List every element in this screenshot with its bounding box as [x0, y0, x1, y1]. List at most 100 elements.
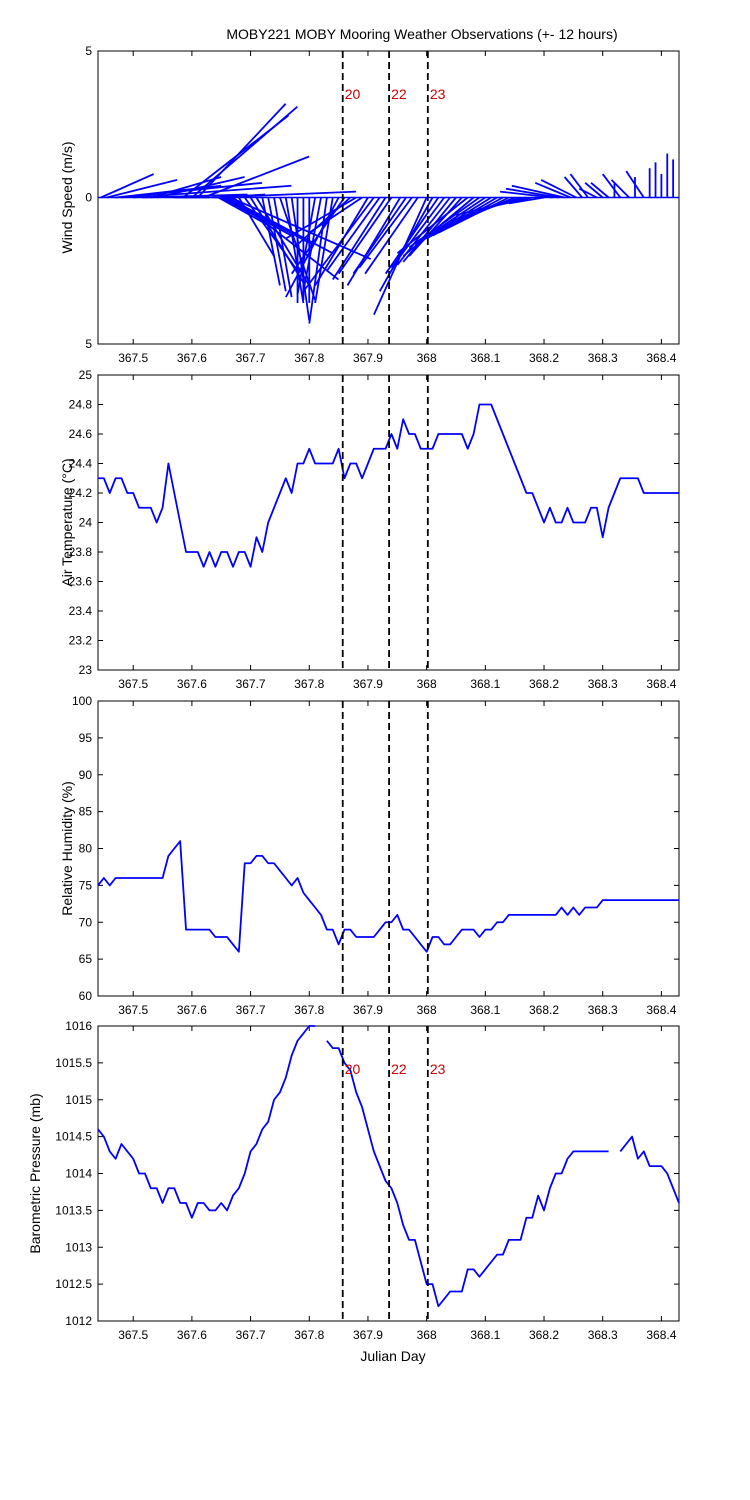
wind-stick — [215, 190, 357, 199]
x-axis-label: Julian Day — [360, 1348, 425, 1364]
y-tick-label: 1015 — [65, 1093, 92, 1107]
wind-stick — [150, 176, 222, 199]
x-axis: 367.5 367.6 367.7 367.8 367.9 368 368.1 368.2 36… — [118, 375, 677, 691]
y-tick-label: 0 — [85, 191, 92, 205]
wind-stick — [284, 197, 305, 304]
wind-stick — [444, 196, 516, 228]
wind-stick — [358, 196, 413, 269]
wind-stick — [238, 197, 275, 257]
wind-stick — [308, 196, 363, 234]
x-tick-label: 368 — [417, 1328, 437, 1342]
y-tick-label: 75 — [79, 878, 93, 892]
wind-stick — [302, 196, 375, 292]
y-axis-label: Wind Speed (m/s) — [59, 141, 75, 253]
y-tick-label: 1016 — [65, 1019, 92, 1033]
wind-stick — [290, 197, 311, 321]
wind-stick — [332, 197, 387, 281]
x-tick-label: 368.3 — [588, 677, 618, 691]
x-tick-label: 367.8 — [294, 1328, 324, 1342]
wind-stick — [540, 179, 577, 199]
y-axis: 60 65 70 75 80 85 90 95 100 — [72, 694, 679, 1003]
wind-stick — [326, 196, 381, 272]
x-tick-label: 367.7 — [236, 1003, 266, 1017]
x-tick-label: 368 — [417, 351, 437, 365]
y-tick-label: 1013.5 — [55, 1203, 92, 1217]
panel-air_temperature: 367.5 367.6 367.7 367.8 367.9 368 368.1 368.2 36… — [59, 368, 680, 691]
wind-stick — [100, 173, 155, 199]
x-tick-label: 367.7 — [236, 351, 266, 365]
y-tick-label: 85 — [79, 805, 93, 819]
y-tick-label: 25 — [79, 368, 93, 382]
y-tick-label: 5 — [85, 337, 92, 351]
panel-barometric_pressure: 367.5 367.6 367.7 367.8 367.9 368 368.1 368.2 36… — [27, 1019, 680, 1342]
wind-stick — [390, 196, 445, 269]
x-tick-label: 367.8 — [294, 1003, 324, 1017]
y-tick-label: 70 — [79, 915, 93, 929]
wind-stick — [584, 182, 604, 199]
x-tick-label: 367.5 — [118, 351, 148, 365]
y-axis-label: Relative Humidity (%) — [59, 781, 75, 916]
event-marker-label: 22 — [391, 86, 407, 102]
y-tick-label: 23.2 — [69, 634, 93, 648]
x-tick-label: 367.5 — [118, 1328, 148, 1342]
x-tick-label: 368.1 — [470, 1003, 500, 1017]
x-axis: 367.5 367.6 367.7 367.8 367.9 368 368.1 368.2 36… — [118, 701, 677, 1017]
wind-stick — [534, 182, 571, 199]
event-marker-label: 22 — [391, 1061, 407, 1077]
wind-stick — [569, 173, 589, 199]
x-tick-label: 368.2 — [529, 677, 559, 691]
event-marker-label: 23 — [430, 86, 446, 102]
wind-stick — [352, 196, 407, 275]
wind-stick — [563, 176, 583, 199]
x-tick-label: 368.2 — [529, 351, 559, 365]
y-tick-label: 1014.5 — [55, 1130, 92, 1144]
x-tick-label: 368.1 — [470, 677, 500, 691]
y-tick-label: 100 — [72, 694, 92, 708]
x-tick-label: 367.5 — [118, 1003, 148, 1017]
event-marker-label: 23 — [430, 1061, 446, 1077]
x-tick-label: 367.9 — [353, 1003, 383, 1017]
x-tick-label: 367.7 — [236, 1328, 266, 1342]
wind-stick — [261, 197, 281, 286]
wind-stick — [578, 187, 598, 199]
wind-stick — [285, 196, 357, 240]
y-tick-label: 1012 — [65, 1314, 92, 1328]
x-tick-label: 368.4 — [646, 1328, 676, 1342]
x-tick-label: 367.8 — [294, 677, 324, 691]
wind-stick — [197, 103, 287, 199]
y-axis-label: Air Temperature (°C) — [59, 458, 75, 586]
y-tick-label: 1015.5 — [55, 1056, 92, 1070]
x-tick-label: 367.9 — [353, 351, 383, 365]
event-marker-label: 20 — [345, 86, 361, 102]
event-markers — [341, 701, 429, 996]
y-axis: 1012 1012.5 1013 1013.5 1014 1014.5 1015 1015.5… — [55, 1019, 679, 1328]
wind-stick — [296, 197, 317, 295]
y-tick-label: 24.6 — [69, 427, 93, 441]
x-tick-label: 368.3 — [588, 1328, 618, 1342]
y-tick-label: 23.6 — [69, 575, 93, 589]
x-tick-label: 367.6 — [177, 677, 207, 691]
chart-panels: 367.5 367.6 367.7 367.8 367.9 368 368.1 368.2 36… — [27, 44, 680, 1342]
wind-stick — [408, 196, 463, 257]
wind-stick — [499, 190, 553, 199]
x-tick-label: 368.4 — [646, 1003, 676, 1017]
wind-stick — [229, 196, 372, 260]
y-axis-label: Barometric Pressure (mb) — [27, 1093, 43, 1253]
wind-stick — [364, 196, 419, 275]
panel-wind: 367.5 367.6 367.7 367.8 367.9 368 368.1 368.2 36… — [59, 44, 680, 365]
y-tick-label: 80 — [79, 842, 93, 856]
event-markers — [341, 375, 429, 670]
x-tick-label: 367.9 — [353, 1328, 383, 1342]
y-tick-label: 23 — [79, 663, 93, 677]
x-tick-label: 368.4 — [646, 351, 676, 365]
wind-stick — [590, 182, 610, 199]
x-tick-label: 367.6 — [177, 351, 207, 365]
wind-stick — [191, 105, 298, 199]
x-tick-label: 367.8 — [294, 351, 324, 365]
y-tick-label: 24 — [79, 516, 93, 530]
series-barometric_pressure — [97, 1025, 680, 1308]
x-tick-label: 368.4 — [646, 677, 676, 691]
wind-stick — [508, 196, 545, 205]
y-tick-label: 23.8 — [69, 545, 93, 559]
